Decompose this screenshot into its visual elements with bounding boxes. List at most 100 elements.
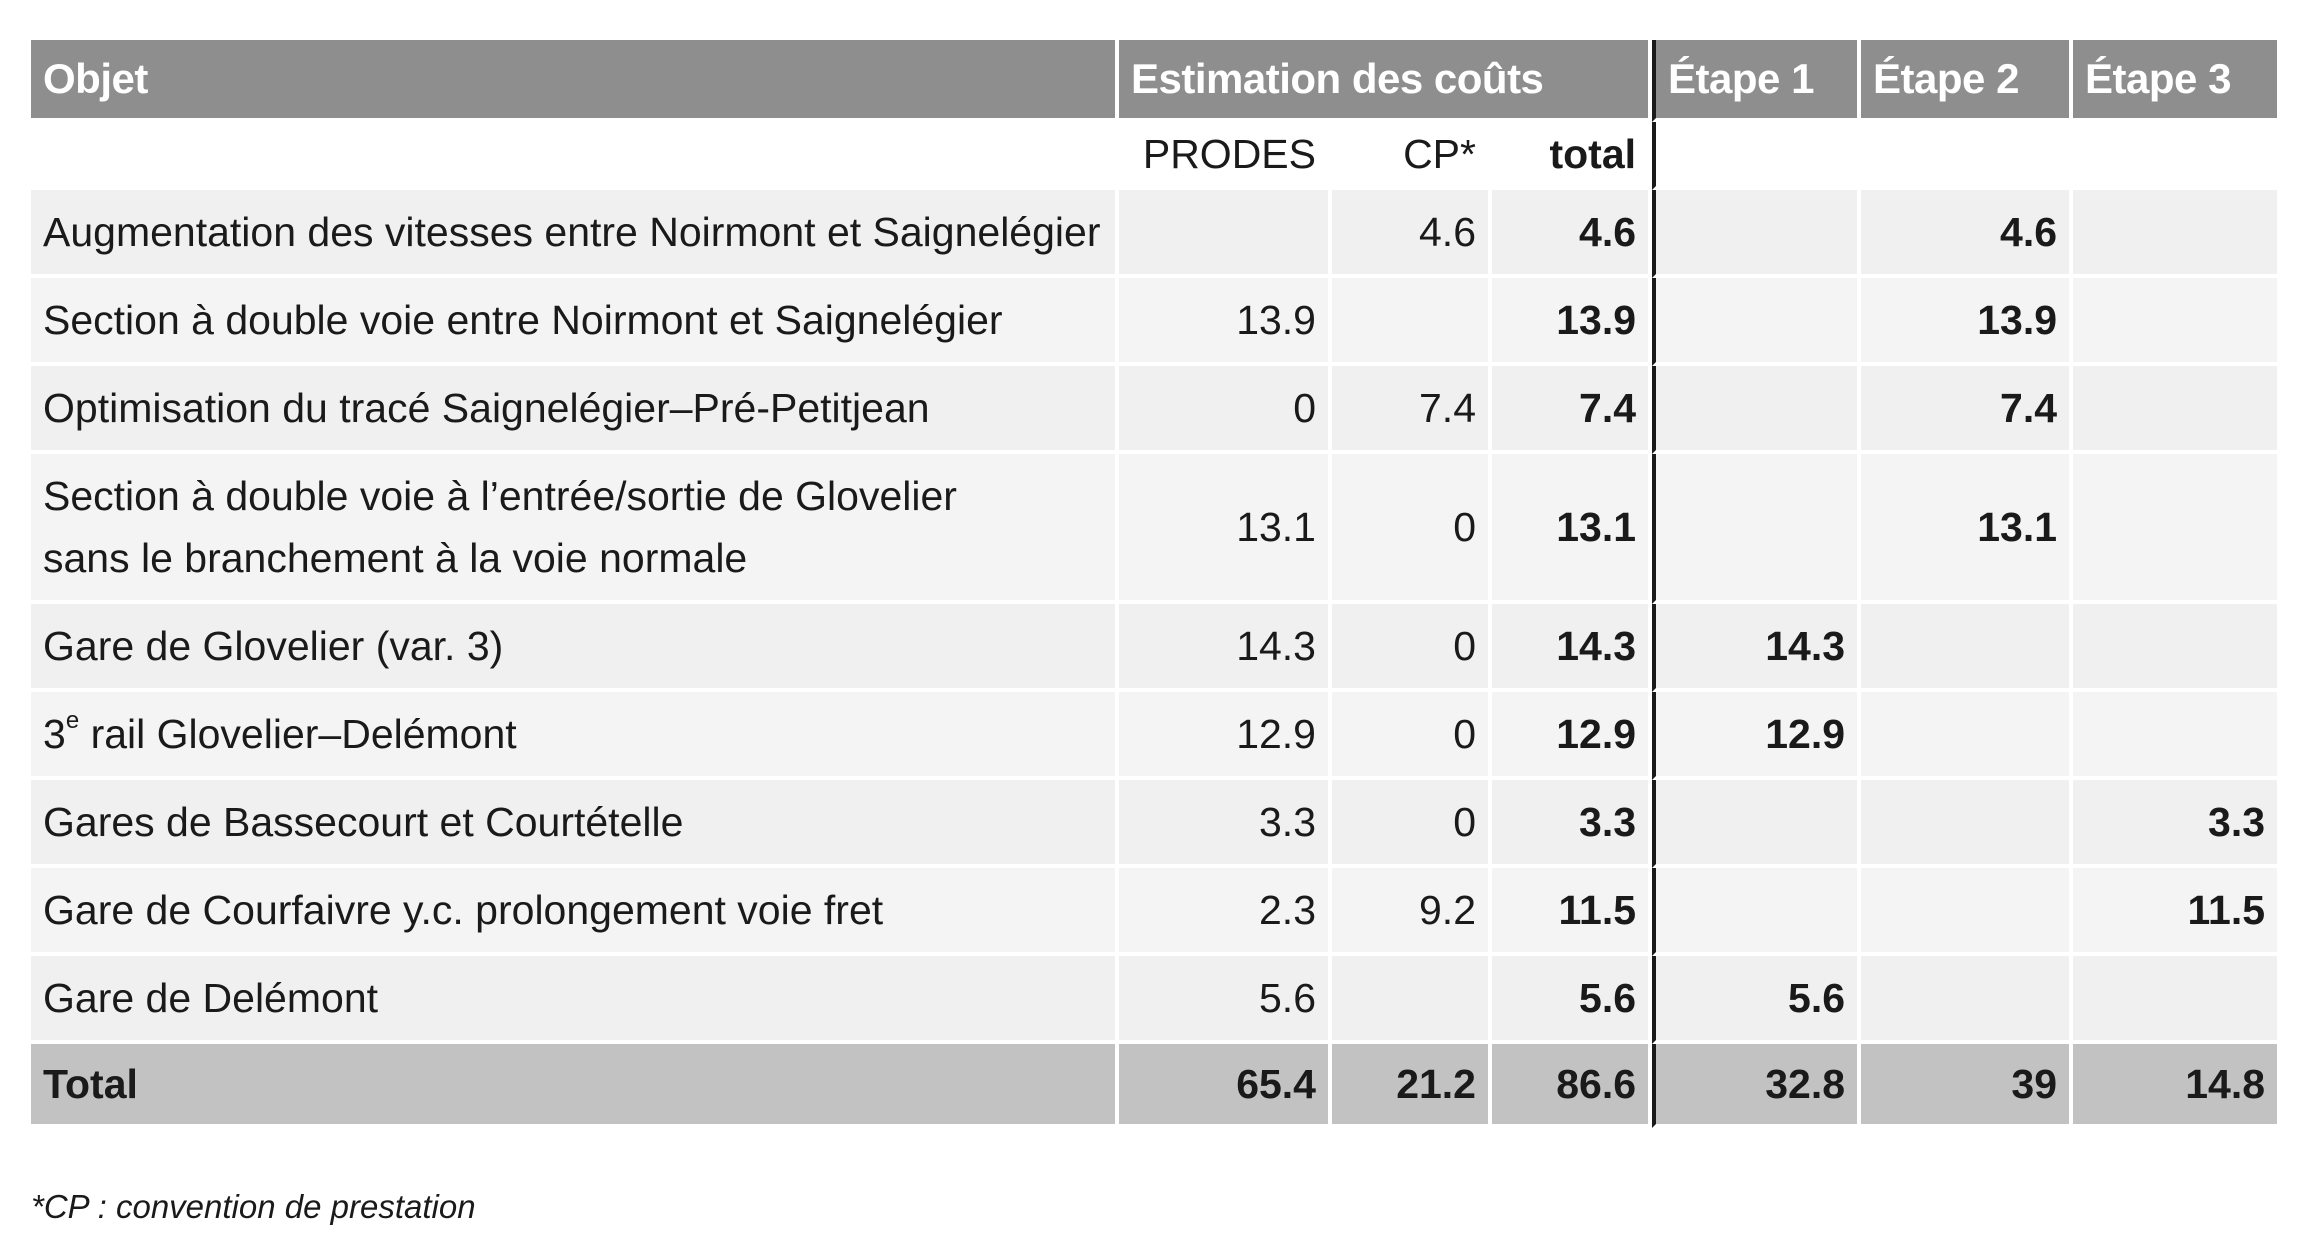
row-stage-1 xyxy=(1652,454,1862,604)
row-cp xyxy=(1332,278,1492,366)
table-row: Section à double voie à l’entrée/sortie … xyxy=(31,454,2278,604)
total-stage-2: 39 xyxy=(1861,1044,2074,1128)
row-prodes xyxy=(1119,190,1332,278)
total-stage-3: 14.8 xyxy=(2073,1044,2278,1128)
row-stage-2 xyxy=(1861,692,2074,780)
total-total: 86.6 xyxy=(1492,1044,1653,1128)
table-row: Gare de Glovelier (var. 3) 14.3 0 14.3 1… xyxy=(31,604,2278,692)
subheader-stage-2-empty xyxy=(1861,122,2074,190)
row-object: Gare de Courfaivre y.c. prolongement voi… xyxy=(31,868,1119,956)
cost-estimate-table: Objet Estimation des coûts Étape 1 Étape… xyxy=(31,40,2278,1128)
row-stage-1: 12.9 xyxy=(1652,692,1862,780)
row-total: 14.3 xyxy=(1492,604,1653,692)
row-object: Section à double voie à l’entrée/sortie … xyxy=(31,454,1119,604)
subheader-stage-3-empty xyxy=(2073,122,2278,190)
total-stage-1: 32.8 xyxy=(1652,1044,1862,1128)
row-cp xyxy=(1332,956,1492,1044)
row-stage-3: 3.3 xyxy=(2073,780,2278,868)
row-total: 13.9 xyxy=(1492,278,1653,366)
header-stage-3: Étape 3 xyxy=(2073,40,2278,122)
row-stage-2 xyxy=(1861,956,2074,1044)
row-total: 13.1 xyxy=(1492,454,1653,604)
row-prodes: 13.1 xyxy=(1119,454,1332,604)
row-object-line-1: Section à double voie à l’entrée/sortie … xyxy=(43,473,957,519)
table-row: Optimisation du tracé Saignelégier–Pré-P… xyxy=(31,366,2278,454)
total-label: Total xyxy=(31,1044,1119,1128)
row-total: 3.3 xyxy=(1492,780,1653,868)
row-stage-2: 4.6 xyxy=(1861,190,2074,278)
header-stage-1: Étape 1 xyxy=(1652,40,1862,122)
subheader-total: total xyxy=(1492,122,1653,190)
row-object: Section à double voie entre Noirmont et … xyxy=(31,278,1119,366)
row-stage-1 xyxy=(1652,190,1862,278)
row-stage-3 xyxy=(2073,604,2278,692)
row-stage-3: 11.5 xyxy=(2073,868,2278,956)
row-cp: 4.6 xyxy=(1332,190,1492,278)
row-total: 7.4 xyxy=(1492,366,1653,454)
header-stage-2: Étape 2 xyxy=(1861,40,2074,122)
row-stage-3 xyxy=(2073,278,2278,366)
row-stage-3 xyxy=(2073,692,2278,780)
row-total: 12.9 xyxy=(1492,692,1653,780)
table-header-row: Objet Estimation des coûts Étape 1 Étape… xyxy=(31,40,2278,122)
row-stage-3 xyxy=(2073,366,2278,454)
row-stage-2 xyxy=(1861,868,2074,956)
row-total: 5.6 xyxy=(1492,956,1653,1044)
row-stage-1 xyxy=(1652,278,1862,366)
total-prodes: 65.4 xyxy=(1119,1044,1332,1128)
row-stage-3 xyxy=(2073,190,2278,278)
row-total: 4.6 xyxy=(1492,190,1653,278)
row-object-prefix: 3 xyxy=(43,710,66,757)
table-row: Gare de Delémont 5.6 5.6 5.6 xyxy=(31,956,2278,1044)
row-stage-3 xyxy=(2073,454,2278,604)
row-object: 3e rail Glovelier–Delémont xyxy=(31,692,1119,780)
table-row: Section à double voie entre Noirmont et … xyxy=(31,278,2278,366)
row-total: 11.5 xyxy=(1492,868,1653,956)
row-prodes: 3.3 xyxy=(1119,780,1332,868)
row-stage-1: 14.3 xyxy=(1652,604,1862,692)
footnote: *CP : convention de prestation xyxy=(31,1188,476,1225)
subheader-cp: CP* xyxy=(1332,122,1492,190)
row-cp: 9.2 xyxy=(1332,868,1492,956)
header-cost-estimation: Estimation des coûts xyxy=(1119,40,1653,122)
table-total-row: Total 65.4 21.2 86.6 32.8 39 14.8 xyxy=(31,1044,2278,1128)
subheader-empty xyxy=(31,122,1119,190)
row-stage-2: 13.9 xyxy=(1861,278,2074,366)
row-prodes: 13.9 xyxy=(1119,278,1332,366)
row-cp: 0 xyxy=(1332,454,1492,604)
row-object-rest: rail Glovelier–Delémont xyxy=(79,710,517,757)
row-stage-1 xyxy=(1652,780,1862,868)
total-cp: 21.2 xyxy=(1332,1044,1492,1128)
cost-table-container: Objet Estimation des coûts Étape 1 Étape… xyxy=(31,40,2278,1128)
table-row: Gare de Courfaivre y.c. prolongement voi… xyxy=(31,868,2278,956)
row-stage-1 xyxy=(1652,366,1862,454)
subheader-prodes: PRODES xyxy=(1119,122,1332,190)
row-cp: 0 xyxy=(1332,692,1492,780)
row-object: Gares de Bassecourt et Courtételle xyxy=(31,780,1119,868)
row-object: Optimisation du tracé Saignelégier–Pré-P… xyxy=(31,366,1119,454)
row-object: Augmentation des vitesses entre Noirmont… xyxy=(31,190,1119,278)
row-cp: 0 xyxy=(1332,604,1492,692)
row-object: Gare de Glovelier (var. 3) xyxy=(31,604,1119,692)
row-object: Gare de Delémont xyxy=(31,956,1119,1044)
row-stage-2: 13.1 xyxy=(1861,454,2074,604)
row-cp: 7.4 xyxy=(1332,366,1492,454)
row-prodes: 2.3 xyxy=(1119,868,1332,956)
table-row: Gares de Bassecourt et Courtételle 3.3 0… xyxy=(31,780,2278,868)
row-prodes: 5.6 xyxy=(1119,956,1332,1044)
row-object-line-2: sans le branchement à la voie normale xyxy=(43,535,748,581)
table-row: 3e rail Glovelier–Delémont 12.9 0 12.9 1… xyxy=(31,692,2278,780)
subheader-stage-1-empty xyxy=(1652,122,1862,190)
row-stage-2 xyxy=(1861,780,2074,868)
row-stage-1 xyxy=(1652,868,1862,956)
row-prodes: 12.9 xyxy=(1119,692,1332,780)
row-cp: 0 xyxy=(1332,780,1492,868)
row-prodes: 0 xyxy=(1119,366,1332,454)
row-stage-1: 5.6 xyxy=(1652,956,1862,1044)
row-prodes: 14.3 xyxy=(1119,604,1332,692)
header-object: Objet xyxy=(31,40,1119,122)
row-stage-2: 7.4 xyxy=(1861,366,2074,454)
table-subheader-row: PRODES CP* total xyxy=(31,122,2278,190)
row-stage-3 xyxy=(2073,956,2278,1044)
row-stage-2 xyxy=(1861,604,2074,692)
